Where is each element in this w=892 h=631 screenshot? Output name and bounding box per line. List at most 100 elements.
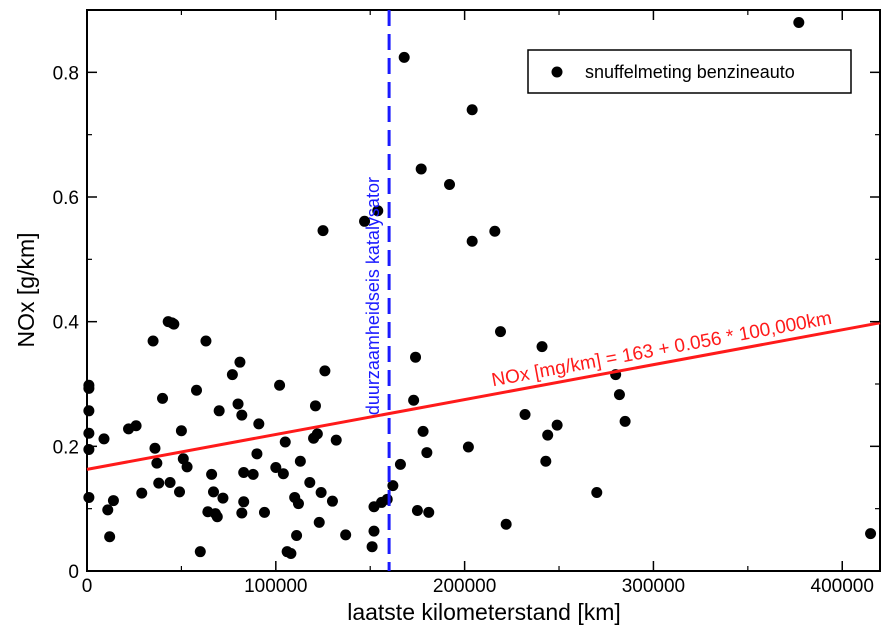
data-point: [291, 529, 303, 541]
fit-line: [86, 321, 881, 471]
data-point: [540, 455, 552, 467]
data-point: [398, 51, 410, 63]
data-point: [211, 511, 223, 523]
data-point: [317, 225, 329, 237]
data-point: [236, 507, 248, 519]
data-point: [251, 448, 263, 460]
y-tick-label: 0.8: [53, 63, 79, 84]
data-point: [368, 525, 380, 537]
legend-box: [527, 49, 852, 94]
data-point: [444, 179, 456, 191]
data-point: [387, 480, 399, 492]
data-point: [311, 428, 323, 440]
y-tick-label: 0.2: [53, 437, 79, 458]
data-point: [83, 405, 95, 417]
data-point: [149, 442, 161, 454]
data-point: [194, 546, 206, 558]
data-point: [181, 461, 193, 473]
data-point: [83, 491, 95, 503]
data-point: [151, 457, 163, 469]
legend: snuffelmeting benzineauto: [527, 49, 852, 94]
data-point: [619, 415, 631, 427]
x-tick-label: 400000: [811, 576, 874, 597]
vertical-line-label: duurzaamheidseis katalysator: [363, 177, 383, 415]
data-point: [217, 492, 229, 504]
data-point: [315, 486, 327, 498]
data-point: [313, 516, 325, 528]
data-point: [466, 104, 478, 116]
data-point: [372, 205, 384, 217]
data-point: [494, 326, 506, 338]
data-point: [500, 518, 512, 530]
data-point: [200, 335, 212, 347]
data-point: [294, 455, 306, 467]
data-point: [326, 495, 338, 507]
plot-area: [83, 10, 881, 571]
data-point: [542, 429, 554, 441]
data-point: [330, 434, 342, 446]
data-point: [153, 477, 165, 489]
data-point: [421, 447, 433, 459]
x-tick-label: 300000: [622, 576, 685, 597]
plot-frame: [86, 9, 881, 572]
data-point: [285, 548, 297, 560]
data-point: [462, 441, 474, 453]
data-point: [536, 341, 548, 353]
data-point: [168, 318, 180, 330]
data-point: [277, 468, 289, 480]
data-point: [102, 504, 114, 516]
data-point: [279, 436, 291, 448]
data-point: [83, 382, 95, 394]
x-axis-title: laatste kilometerstand [km]: [347, 599, 621, 625]
y-tick-label: 0.4: [53, 313, 80, 334]
data-point: [164, 476, 176, 488]
data-point: [191, 384, 203, 396]
data-point: [238, 467, 250, 479]
data-point: [793, 16, 805, 28]
data-point: [174, 486, 186, 498]
x-tick-label: 0: [82, 576, 93, 597]
data-point: [411, 505, 423, 517]
data-point: [304, 476, 316, 488]
data-point: [147, 335, 159, 347]
data-point: [466, 235, 478, 247]
data-point: [613, 389, 625, 401]
y-axis: 0 0.2 0.4 0.6 0.8: [53, 9, 880, 583]
data-point: [83, 427, 95, 439]
data-point: [274, 379, 286, 391]
data-point: [410, 351, 422, 363]
y-tick-label: 0.6: [53, 188, 79, 209]
data-point: [366, 541, 378, 553]
data-point: [206, 468, 218, 480]
data-point: [489, 225, 501, 237]
x-tick-label: 100000: [244, 576, 307, 597]
legend-marker: [551, 66, 563, 78]
data-point: [107, 495, 119, 507]
data-point: [415, 163, 427, 175]
x-tick-label: 200000: [433, 576, 496, 597]
data-point: [175, 425, 187, 437]
data-point: [381, 493, 393, 505]
data-point: [104, 531, 116, 543]
data-point: [253, 418, 265, 430]
data-point: [270, 462, 282, 474]
y-tick-label: 0: [68, 562, 79, 583]
data-point: [319, 365, 331, 377]
data-point: [258, 506, 270, 518]
data-point: [213, 405, 225, 417]
legend-label: snuffelmeting benzineauto: [585, 62, 795, 82]
data-point: [340, 529, 352, 541]
data-point: [208, 486, 220, 498]
data-point: [130, 420, 142, 432]
data-point: [232, 398, 244, 410]
data-point: [417, 425, 429, 437]
data-point: [408, 394, 420, 406]
data-point: [865, 528, 877, 540]
data-point: [394, 458, 406, 470]
data-point: [234, 356, 246, 368]
data-point: [136, 487, 148, 499]
data-point: [519, 409, 531, 421]
data-point: [591, 486, 603, 498]
x-axis: 0 100000 200000 300000 400000: [82, 10, 874, 597]
